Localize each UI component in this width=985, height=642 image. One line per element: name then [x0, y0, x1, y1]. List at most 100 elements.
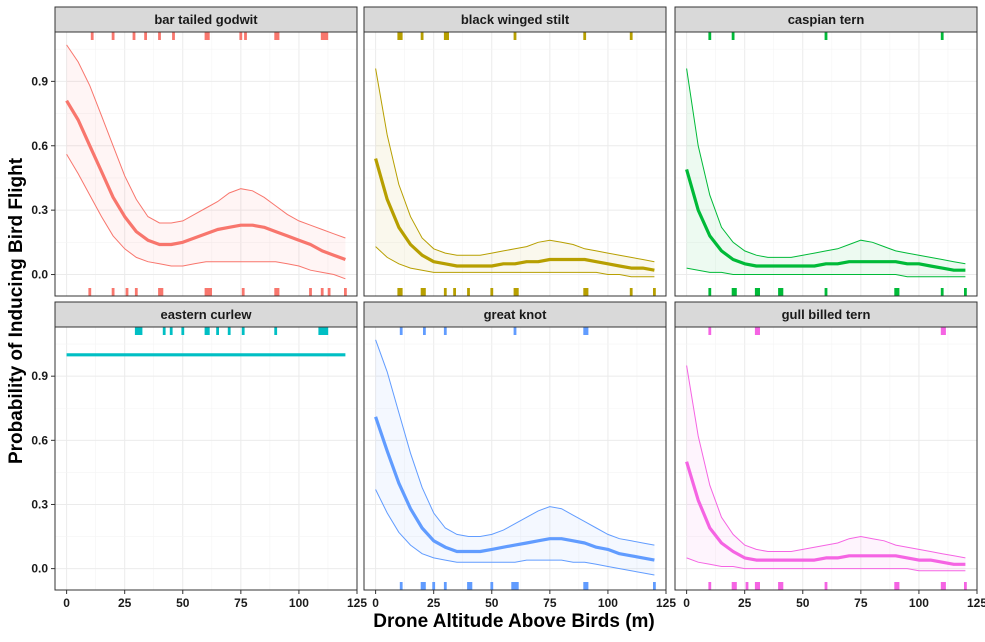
rug-mark-bottom [896, 582, 900, 590]
x-tick-label: 0 [63, 596, 70, 610]
rug-mark-bottom [397, 288, 401, 296]
rug-mark-bottom [399, 582, 403, 590]
fitted-line [374, 416, 655, 562]
panel-border [674, 326, 978, 591]
rug-mark-bottom [940, 582, 944, 590]
panel-strip-label: gull billed tern [782, 307, 871, 322]
rug-mark-bottom [344, 288, 347, 296]
rug-mark-top [320, 327, 324, 335]
rug-mark-bottom [423, 288, 426, 296]
x-tick-label: 50 [485, 596, 499, 610]
upper-ci-line [686, 68, 966, 265]
rug-mark-bottom [731, 288, 735, 296]
rug-mark-bottom [731, 582, 735, 590]
rug-mark-bottom [515, 288, 519, 296]
rug-mark-bottom [824, 582, 828, 590]
rug-mark-top [181, 327, 185, 335]
rug-mark-bottom [443, 288, 447, 296]
rug-mark-bottom [309, 288, 312, 296]
panel-strip [54, 301, 358, 328]
rug-mark-top [397, 32, 401, 40]
rug-mark-bottom [513, 582, 517, 590]
rug-mark-bottom [964, 288, 967, 296]
rug-mark-top [757, 327, 760, 335]
rug-mark-bottom [653, 582, 656, 590]
panel-strip-label: bar tailed godwit [154, 12, 258, 27]
x-tick-label: 50 [176, 596, 190, 610]
rug-mark-top [325, 327, 329, 335]
upper-ci-line [66, 44, 346, 239]
y-tick-label: 0.0 [31, 562, 48, 576]
confidence-band [375, 339, 655, 575]
rug-mark-top [731, 32, 735, 40]
rug-mark-top [241, 327, 245, 335]
lower-ci-line [66, 154, 346, 280]
rug-mark-top [323, 32, 326, 40]
rug-mark-top [399, 327, 403, 335]
rug-mark-top [446, 32, 449, 40]
panel-strip-label: great knot [484, 307, 548, 322]
rug-mark-top [204, 327, 208, 335]
fitted-line [685, 461, 966, 566]
fitted-line [685, 168, 966, 272]
panel-5: great knot [363, 301, 667, 591]
rug-mark-top [708, 32, 712, 40]
rug-mark-top [206, 32, 210, 40]
x-tick-label: 0 [372, 596, 379, 610]
panel-4: eastern curlew [54, 301, 358, 591]
confidence-band [375, 68, 655, 277]
rug-mark-bottom [125, 288, 129, 296]
rug-mark-bottom [327, 288, 331, 296]
x-tick-label: 125 [967, 596, 985, 610]
rug-mark-top [276, 32, 280, 40]
rug-mark-bottom [490, 582, 494, 590]
panel-2: black winged stilt [363, 6, 667, 297]
rug-mark-bottom [513, 288, 517, 296]
rug-mark-bottom [757, 582, 760, 590]
upper-ci-line [375, 68, 655, 263]
rug-mark-top [420, 32, 424, 40]
panel-background [364, 32, 666, 296]
panel-strip-label: caspian tern [788, 12, 865, 27]
panel-6: gull billed tern [674, 301, 978, 591]
x-tick-label: 25 [738, 596, 752, 610]
x-tick-label: 100 [289, 596, 309, 610]
panel-data [66, 327, 346, 357]
rug-mark-bottom [824, 288, 828, 296]
rug-mark-bottom [467, 582, 470, 590]
rug-mark-bottom [629, 288, 633, 296]
rug-mark-bottom [158, 288, 161, 296]
upper-ci-line [375, 339, 655, 546]
x-axis-title: Drone Altitude Above Birds (m) [373, 611, 655, 632]
rug-mark-bottom [134, 288, 138, 296]
rug-mark-top [423, 327, 426, 335]
rug-mark-top [443, 327, 447, 335]
lower-ci-line [686, 557, 966, 572]
rug-mark-bottom [964, 582, 967, 590]
rug-mark-bottom [209, 288, 212, 296]
rug-mark-bottom [583, 582, 587, 590]
y-tick-label: 0.9 [31, 74, 48, 88]
rug-mark-bottom [585, 582, 589, 590]
rug-mark-bottom [111, 288, 115, 296]
rug-mark-bottom [469, 582, 473, 590]
rug-mark-bottom [943, 582, 946, 590]
panel-3: caspian tern [674, 6, 978, 297]
rug-mark-top [244, 32, 247, 40]
axes-layer: 0.0 0.3 0.6 0.9 0.0 0.3 0.6 0.9 0 25 50 75 100 125 0 25… [31, 74, 985, 610]
rug-mark-top [443, 32, 447, 40]
y-tick-label: 0.9 [31, 369, 48, 383]
x-tick-label: 125 [347, 596, 367, 610]
rug-mark-bottom [320, 288, 324, 296]
rug-mark-top [585, 327, 589, 335]
rug-mark-top [399, 32, 403, 40]
rug-mark-top [274, 32, 278, 40]
rug-mark-bottom [206, 288, 210, 296]
confidence-band [686, 68, 966, 277]
rug-mark-top [137, 327, 140, 335]
rug-mark-top [940, 327, 944, 335]
y-tick-label: 0.3 [31, 203, 48, 217]
lower-ci-line [375, 489, 655, 576]
rug-mark-bottom [780, 582, 784, 590]
